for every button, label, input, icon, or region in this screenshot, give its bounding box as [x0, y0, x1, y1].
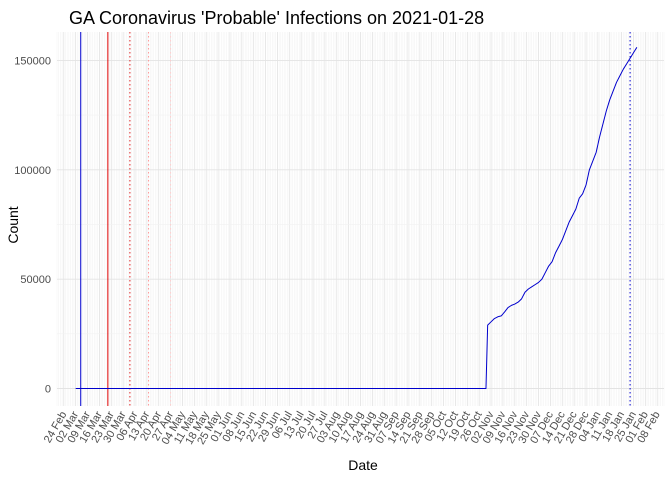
data-series	[75, 47, 638, 389]
reference-lines	[80, 32, 631, 406]
series-line	[75, 47, 638, 389]
x-axis-title: Date	[348, 457, 378, 473]
y-tick-label: 50000	[20, 274, 51, 286]
y-tick-label: 0	[45, 384, 51, 396]
y-axis-tick-labels: 0 50000 100000 150000	[14, 55, 51, 395]
y-tick-label: 100000	[14, 165, 51, 177]
grid-lines	[56, 32, 665, 406]
y-tick-label: 150000	[14, 55, 51, 67]
y-axis-title: Count	[5, 206, 21, 243]
chart-title: GA Coronavirus 'Probable' Infections on …	[69, 8, 484, 28]
